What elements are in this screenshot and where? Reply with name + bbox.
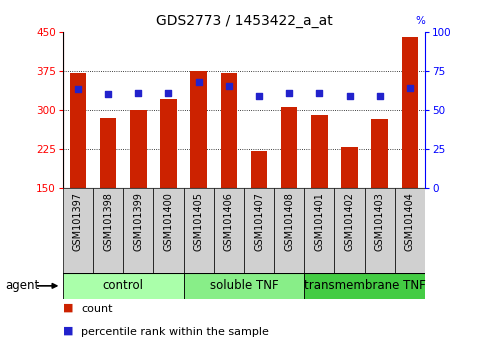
Bar: [251, 151, 267, 188]
FancyBboxPatch shape: [334, 188, 365, 273]
Text: %: %: [415, 16, 425, 25]
Text: GSM101403: GSM101403: [375, 192, 385, 251]
Text: transmembrane TNF: transmembrane TNF: [304, 279, 426, 292]
Text: GSM101399: GSM101399: [133, 192, 143, 251]
FancyBboxPatch shape: [213, 188, 244, 273]
Bar: [311, 115, 327, 188]
Point: [165, 90, 172, 96]
Text: GSM101404: GSM101404: [405, 192, 415, 251]
Bar: [371, 119, 388, 188]
Text: ■: ■: [63, 326, 73, 336]
Text: agent: agent: [5, 279, 39, 292]
Text: GDS2773 / 1453422_a_at: GDS2773 / 1453422_a_at: [156, 14, 332, 28]
Text: GSM101400: GSM101400: [163, 192, 173, 251]
Bar: [100, 118, 116, 188]
Text: GSM101401: GSM101401: [314, 192, 325, 251]
Bar: [402, 37, 418, 188]
Point: [346, 93, 354, 98]
FancyBboxPatch shape: [63, 273, 184, 299]
Point: [285, 90, 293, 96]
Point: [255, 93, 263, 98]
FancyBboxPatch shape: [154, 188, 184, 273]
FancyBboxPatch shape: [123, 188, 154, 273]
Text: control: control: [103, 279, 143, 292]
Point: [376, 93, 384, 98]
Bar: [281, 107, 298, 188]
Point: [134, 90, 142, 96]
Bar: [341, 147, 358, 188]
Text: GSM101408: GSM101408: [284, 192, 294, 251]
FancyBboxPatch shape: [274, 188, 304, 273]
FancyBboxPatch shape: [244, 188, 274, 273]
Text: GSM101402: GSM101402: [344, 192, 355, 251]
Text: percentile rank within the sample: percentile rank within the sample: [81, 327, 269, 337]
Bar: [160, 99, 177, 188]
Text: soluble TNF: soluble TNF: [210, 279, 278, 292]
Text: GSM101405: GSM101405: [194, 192, 204, 251]
Point: [406, 85, 414, 91]
Text: ■: ■: [63, 303, 73, 313]
FancyBboxPatch shape: [184, 273, 304, 299]
FancyBboxPatch shape: [304, 188, 334, 273]
Bar: [130, 110, 146, 188]
Point: [74, 87, 82, 92]
Text: GSM101397: GSM101397: [73, 192, 83, 251]
FancyBboxPatch shape: [304, 273, 425, 299]
Text: count: count: [81, 304, 113, 314]
FancyBboxPatch shape: [93, 188, 123, 273]
Point: [104, 91, 112, 97]
Bar: [221, 73, 237, 188]
Bar: [190, 71, 207, 188]
Text: GSM101407: GSM101407: [254, 192, 264, 251]
Point: [195, 79, 202, 85]
Text: GSM101406: GSM101406: [224, 192, 234, 251]
Point: [225, 84, 233, 89]
Bar: [70, 73, 86, 188]
FancyBboxPatch shape: [395, 188, 425, 273]
FancyBboxPatch shape: [365, 188, 395, 273]
Text: GSM101398: GSM101398: [103, 192, 113, 251]
Point: [315, 90, 323, 96]
FancyBboxPatch shape: [63, 188, 93, 273]
FancyBboxPatch shape: [184, 188, 213, 273]
